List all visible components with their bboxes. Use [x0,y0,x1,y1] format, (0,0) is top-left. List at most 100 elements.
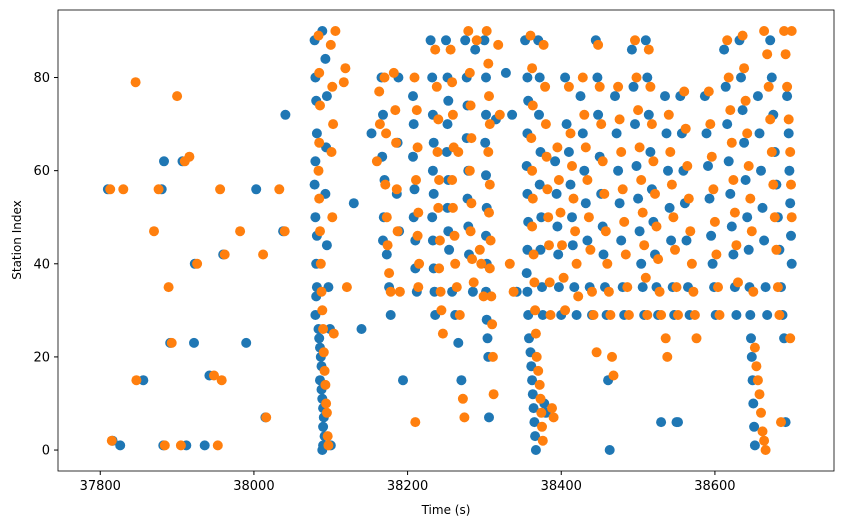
scatter-point [768,179,779,190]
scatter-point [474,244,485,255]
scatter-point [580,198,591,209]
scatter-point [449,230,460,241]
scatter-point [317,305,328,316]
scatter-point [737,105,748,116]
scatter-point [784,165,795,176]
scatter-point [338,77,349,88]
scatter-point [447,202,458,213]
scatter-point [484,207,494,218]
scatter-point [740,175,751,185]
scatter-point [536,407,547,418]
scatter-point [313,165,324,176]
scatter-point [743,161,754,171]
scatter-point [131,375,142,386]
scatter-point [413,282,424,293]
scatter-point [476,258,487,269]
scatter-point [118,184,129,195]
scatter-point [617,184,628,195]
y-tick-label: 80 [33,71,50,86]
scatter-point [725,188,736,199]
scatter-point [685,226,696,237]
scatter-point [603,286,614,297]
scatter-point [689,310,700,320]
scatter-point [663,109,674,120]
x-tick-label: 38200 [387,479,428,494]
scatter-point [484,412,494,423]
scatter-point [631,161,642,171]
scatter-point [411,175,421,185]
scatter-point [431,81,442,92]
scatter-point [385,310,396,320]
scatter-point [340,63,351,74]
data-points [102,26,797,455]
scatter-point [535,393,546,404]
scatter-point [408,151,418,162]
scatter-point [646,119,657,130]
scatter-point [630,119,640,130]
x-axis: 37800 38000 38200 38400 38600 [80,471,736,494]
scatter-point [786,212,797,223]
scatter-point [614,198,625,209]
scatter-point [783,128,794,139]
scatter-point [600,226,611,237]
scatter-point [464,165,475,176]
scatter-point [538,39,549,50]
scatter-point [525,30,536,41]
scatter-point [748,286,759,297]
scatter-point [643,44,654,55]
scatter-point [653,254,664,265]
scatter-point [582,235,593,246]
scatter-point [691,333,702,344]
scatter-point [447,175,458,185]
scatter-point [642,310,653,320]
scatter-point [611,128,622,139]
scatter-point [613,165,624,176]
scatter-point [728,175,739,185]
scatter-point [573,291,584,302]
scatter-point [394,286,405,297]
scatter-point [709,216,720,227]
scatter-point [381,212,392,223]
scatter-point [391,184,402,195]
scatter-point [318,324,329,334]
scatter-point [381,249,392,260]
scatter-point [651,221,662,232]
scatter-point [733,277,743,288]
scatter-point [219,249,230,260]
scatter-point [482,333,493,344]
scatter-point [235,226,246,237]
scatter-point [445,44,456,55]
scatter-point [608,370,619,381]
scatter-point [547,403,557,414]
scatter-point [327,212,338,223]
scatter-point [408,91,418,102]
scatter-point [570,226,581,237]
scatter-point [437,328,448,339]
scatter-point [280,109,291,120]
scatter-point [557,240,567,251]
scatter-point [189,337,199,348]
scatter-point [656,417,667,428]
scatter-point [725,105,736,116]
scatter-point [318,347,329,358]
scatter-point [645,81,656,92]
scatter-point [543,212,554,223]
scatter-point [592,72,603,83]
scatter-point [320,379,331,390]
scatter-point [567,161,577,171]
scatter-point [743,244,754,255]
scatter-point [522,286,533,297]
scatter-point [571,310,582,320]
scatter-point [614,114,625,125]
scatter-point [318,421,329,432]
scatter-point [385,286,396,297]
scatter-point [466,198,477,209]
scatter-point [382,240,393,251]
scatter-point [596,119,607,130]
plot-area-frame [57,9,835,472]
scatter-point [628,81,639,92]
scatter-point [703,86,714,97]
scatter-point [720,81,731,92]
scatter-point [786,230,796,241]
scatter-point [522,72,533,83]
